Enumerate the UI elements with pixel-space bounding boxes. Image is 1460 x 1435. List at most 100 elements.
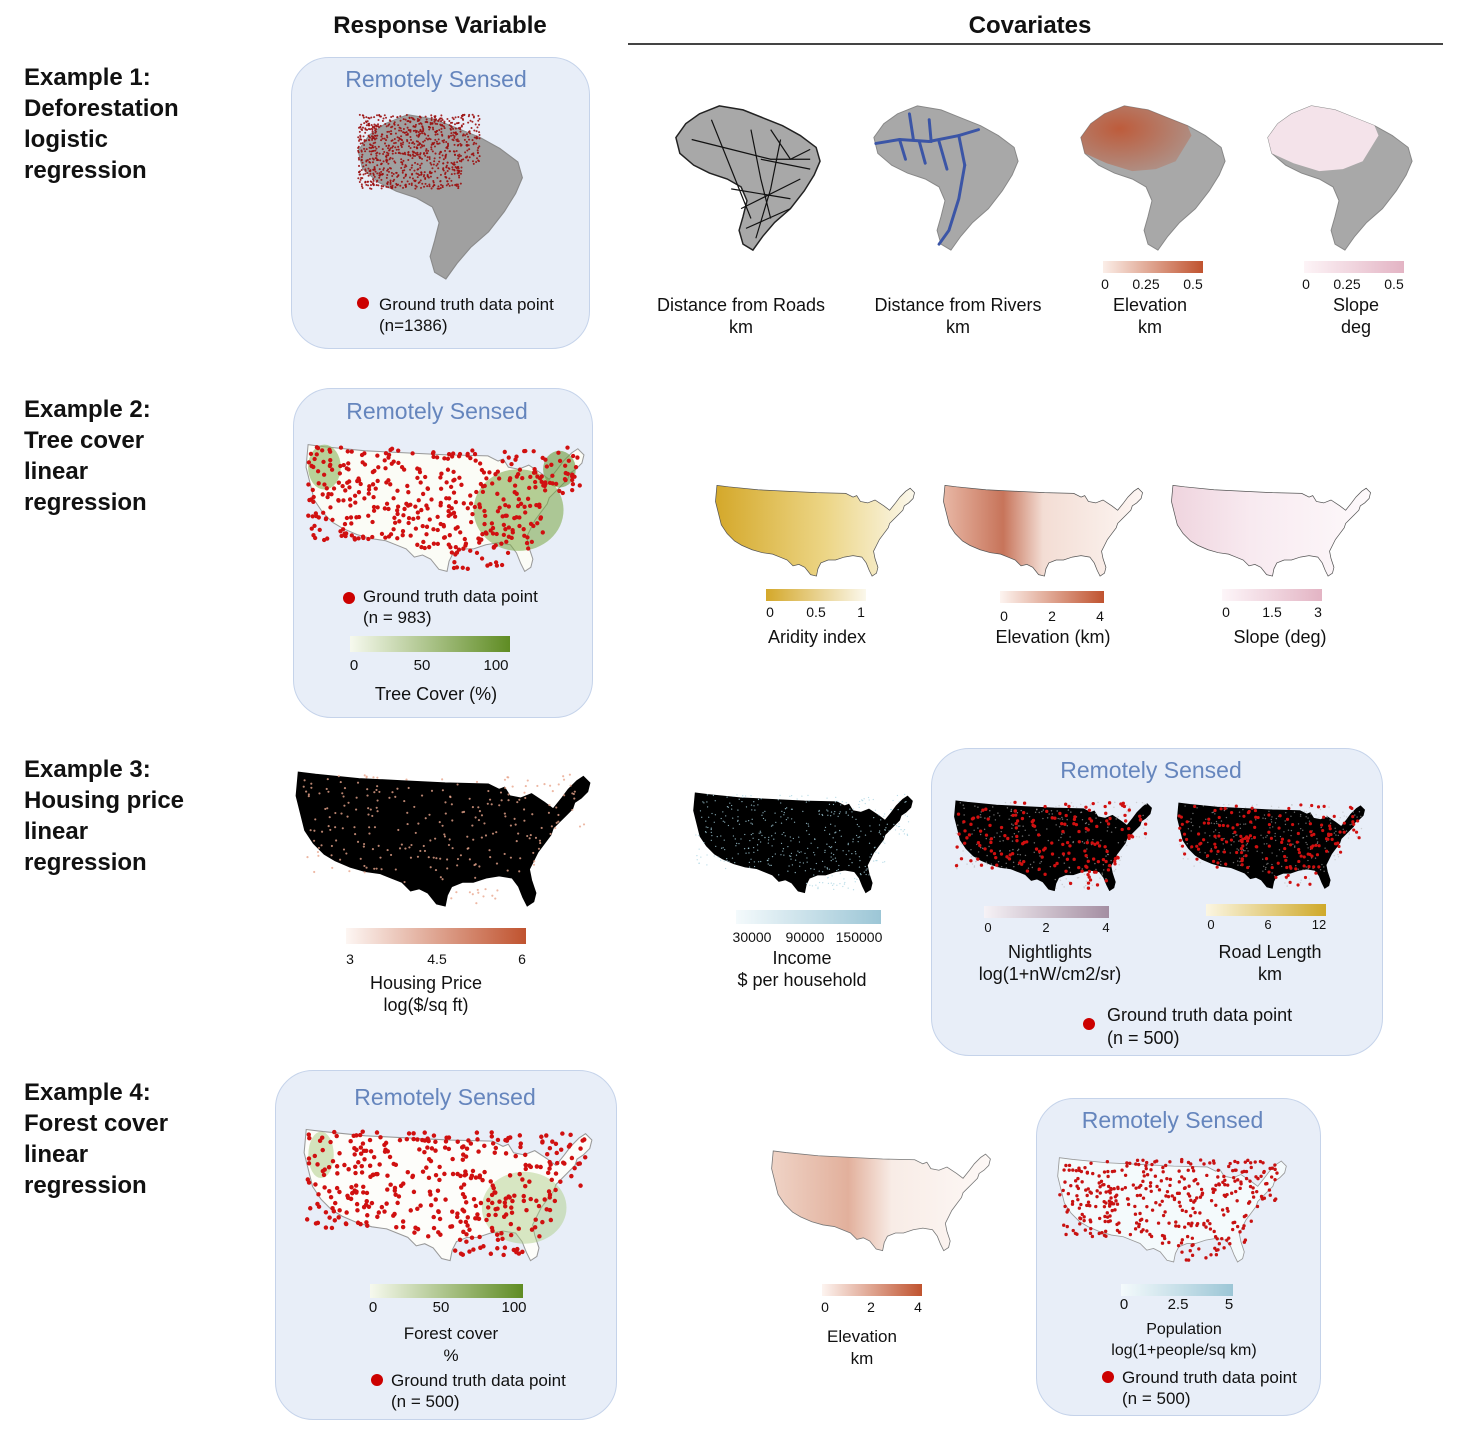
ex4-pop-dots-point — [1141, 1170, 1146, 1174]
ex3-nl-dots-point — [1055, 824, 1057, 826]
ex1-rivers-map — [873, 105, 1019, 251]
ex4-pop-dots-point — [1105, 1159, 1110, 1164]
ex1-dots-point — [438, 153, 441, 156]
ex3-inc-dots-point — [757, 849, 759, 851]
ex2-dots-point — [366, 536, 371, 542]
ex1-dots-point — [448, 184, 451, 187]
ex1-dots-point — [449, 150, 452, 153]
ex3-rl-dots-point — [1289, 866, 1293, 870]
ex2-dots-point — [312, 456, 317, 462]
ex3-inc-dots-point — [759, 841, 762, 843]
ex2-dots-point — [502, 449, 507, 455]
ex1-dots-point — [414, 129, 417, 132]
ex2-arid-tick-2: 1 — [857, 604, 865, 620]
ex3-nl-dots-point — [1141, 801, 1144, 804]
ex1-dots-point — [387, 168, 390, 171]
ex1-dots-point — [444, 173, 447, 176]
ex3-nl-dots-point — [1124, 822, 1127, 824]
ex3-rl-dots-point — [1254, 815, 1258, 819]
ex4-dots-point — [385, 1173, 390, 1178]
ex2-dots-point — [321, 472, 327, 477]
ex1-dots-point — [393, 178, 396, 181]
ex3-inc-dots-point — [847, 844, 849, 846]
ex1-dots-point — [385, 145, 388, 148]
ex3-rl-dots-point — [1228, 804, 1230, 806]
ex3-inc-dots-point — [735, 842, 738, 845]
ex3-rl-dots-point — [1266, 834, 1268, 837]
ex2-dots-point — [322, 482, 327, 487]
ex4-pop-dots-point — [1199, 1187, 1204, 1192]
ex1-dots-point — [377, 123, 380, 126]
ex3-nl-dots-point — [1064, 802, 1068, 806]
ex3-resp-dots-point — [376, 776, 379, 779]
ex3-inc-dots-point — [851, 816, 854, 818]
ex2-dots-point — [348, 503, 353, 508]
ex2-dots-point — [321, 537, 327, 543]
ex3-resp-dots-point — [474, 876, 477, 879]
ex1-dots-point — [413, 125, 416, 128]
ex3-inc-dots-point — [726, 796, 728, 798]
ex3-resp-dots-point — [391, 791, 394, 794]
ex4-pop-dots-point — [1148, 1181, 1153, 1185]
ex4-dots-point — [471, 1196, 477, 1202]
ex3-nl-dots-point — [1080, 803, 1082, 806]
ex3-inc-dots-point — [738, 823, 741, 825]
ex3-inc-dots-point — [876, 859, 878, 862]
ex3-inc-dots-point — [858, 806, 860, 808]
ex4-dots-point — [510, 1198, 515, 1204]
ex1-dots-point — [404, 123, 407, 126]
ex1-ground-truth-text: Ground truth data point — [379, 295, 554, 314]
ex4-dots-point — [374, 1130, 380, 1135]
ex3-inc-dots-point — [771, 835, 773, 837]
ex1-dots-point — [368, 150, 371, 153]
ex3-nl-dots-point — [1012, 824, 1014, 826]
ex3-rl-dots-point — [1305, 810, 1308, 813]
ex4-pop-dots-point — [1205, 1173, 1209, 1178]
ex4-pop-dots-point — [1186, 1258, 1191, 1262]
ex3-nl-dots-point — [1094, 870, 1098, 874]
ex3-inc-dots-point — [898, 823, 900, 825]
ex3-nl-dots-point — [1005, 855, 1009, 859]
ex4-dots-point — [467, 1227, 472, 1232]
ex4-pop-dots-point — [1214, 1183, 1218, 1187]
ex1-dots-point — [399, 138, 402, 141]
ex3-resp-dots-point — [406, 811, 409, 814]
ex4-pop-dots-point — [1067, 1168, 1071, 1172]
ex3-inc-dots-point — [783, 811, 785, 814]
ex4-pop-dots-point — [1089, 1226, 1093, 1231]
ex2-dots-point — [469, 519, 474, 525]
ex3-nl-dots-point — [1087, 808, 1092, 812]
ex3-resp-dots-point — [471, 824, 474, 827]
ex2-dots-point — [570, 481, 576, 487]
ex1-dots-point — [406, 120, 409, 123]
ex1-dots-point — [417, 168, 420, 171]
ex3-inc-dots-point — [838, 812, 841, 815]
ex3-rl-dots-point — [1180, 844, 1185, 848]
ex4-pop-dots-point — [1066, 1208, 1070, 1212]
ex4-pop-dots-point — [1172, 1196, 1177, 1200]
ex3-resp-dots-point — [365, 775, 368, 778]
ex2-dots-point — [468, 548, 473, 553]
ex4-pop-dots-point — [1107, 1199, 1112, 1203]
ex3-nl-dots-point — [1117, 842, 1120, 844]
ex2-dots-point — [522, 533, 527, 538]
ex3-rl-dots-point — [1293, 811, 1296, 813]
ex3-inc-dots-point — [807, 825, 810, 827]
ex3-rl-dots-point — [1332, 814, 1336, 818]
ex4-forest-title: Forest cover — [403, 1324, 499, 1343]
ex4-pop-dots-point — [1145, 1160, 1149, 1165]
ex3-resp-dots-point — [447, 843, 451, 847]
ex3-resp-dots-point — [511, 785, 514, 788]
ex3-rl-dots-point — [1339, 817, 1342, 819]
ex3-nl-dots-point — [1011, 836, 1013, 838]
ex3-inc-dots-point — [805, 801, 808, 803]
ex4-pop-dots-point — [1220, 1236, 1224, 1241]
ex4-pop-dots-point — [1211, 1187, 1216, 1191]
ex3-rl-dots-point — [1303, 810, 1306, 813]
ex3-resp-dots-point — [477, 818, 481, 822]
ex3-rl-dots-point — [1316, 841, 1319, 843]
ex2-dots-point — [474, 489, 479, 495]
ex2-slope-map — [1171, 484, 1371, 577]
ex4-dots-point — [382, 1209, 387, 1214]
ex3-inc-dots-point — [853, 877, 856, 880]
